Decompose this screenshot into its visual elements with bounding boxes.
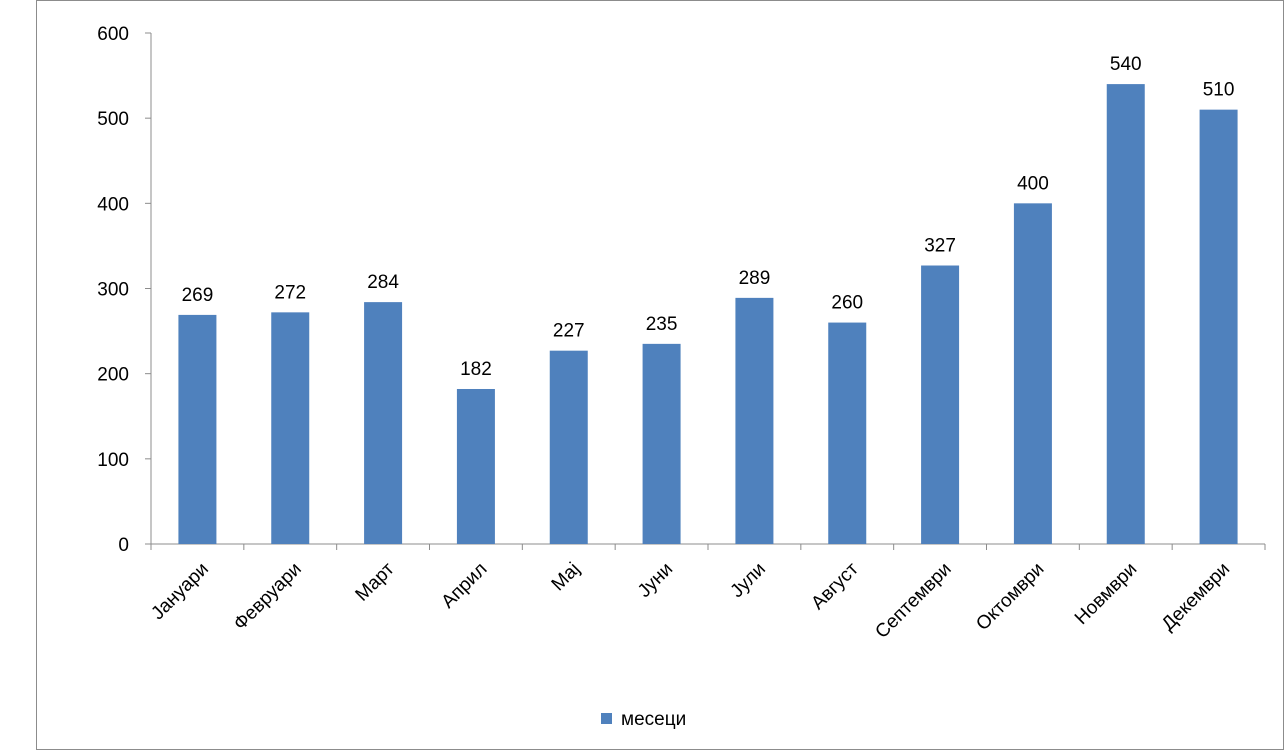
category-label: Јуни (634, 559, 677, 602)
y-tick-label: 200 (97, 365, 129, 386)
category-label: Мај (548, 559, 585, 596)
bar (642, 343, 681, 544)
category-label: Септември (871, 559, 955, 643)
y-tick-label: 0 (118, 535, 129, 556)
bar (271, 312, 310, 544)
bar (921, 265, 960, 544)
data-label: 235 (646, 314, 678, 335)
legend: месеци (601, 709, 686, 730)
y-tick-label: 500 (97, 109, 129, 130)
category-label: Октомври (972, 559, 1048, 635)
data-label: 327 (924, 236, 956, 257)
data-label: 510 (1203, 80, 1235, 101)
bar (828, 322, 867, 544)
data-label: 400 (1017, 173, 1049, 194)
category-label: Новмври (1071, 559, 1141, 629)
bar (1199, 109, 1238, 545)
data-label: 289 (739, 268, 771, 289)
y-tick-label: 300 (97, 280, 129, 301)
category-label: Јули (727, 559, 770, 602)
bar (456, 388, 495, 544)
category-label: Август (807, 558, 862, 613)
y-axis: 0 100 200 300 400 500 600 (97, 24, 152, 556)
bar (364, 302, 403, 544)
bar (178, 314, 217, 544)
category-labels: Јануари Февруари Март Април Мај Јуни Јули Авгус… (147, 558, 1234, 642)
data-label: 272 (274, 282, 306, 303)
bar (735, 297, 774, 544)
category-label: Февруари (230, 559, 306, 635)
bar (549, 350, 588, 544)
y-tick-label: 600 (97, 24, 129, 45)
bars (178, 84, 1238, 545)
data-label: 260 (831, 293, 863, 314)
data-label: 227 (553, 321, 585, 342)
data-label: 182 (460, 359, 492, 380)
category-label: Декември (1158, 559, 1234, 635)
legend-swatch (601, 713, 612, 724)
category-label: Април (438, 559, 492, 613)
data-label: 284 (367, 272, 399, 293)
y-tick-label: 100 (97, 450, 129, 471)
legend-label: месеци (621, 709, 686, 730)
data-label: 269 (182, 285, 214, 306)
y-tick-label: 400 (97, 194, 129, 215)
category-label: Јануари (147, 559, 212, 624)
data-label: 540 (1110, 54, 1142, 75)
category-label: Март (352, 558, 399, 605)
bar (1013, 203, 1052, 545)
bar (1106, 84, 1145, 544)
data-labels: 269 272 284 182 227 235 289 260 327 400 540 510 (182, 54, 1235, 380)
x-axis (150, 543, 1266, 550)
